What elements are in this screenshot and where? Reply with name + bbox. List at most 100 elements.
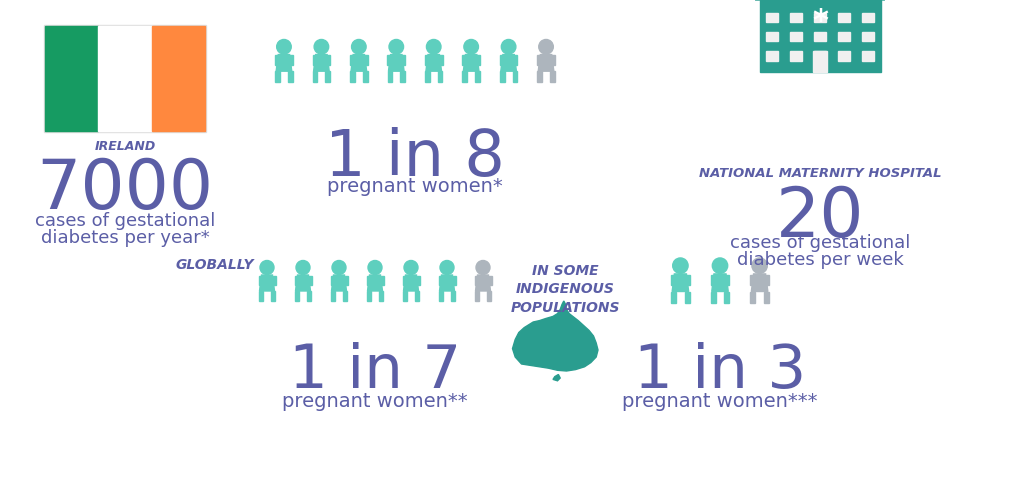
- Bar: [312, 72, 317, 83]
- Text: pregnant women***: pregnant women***: [623, 391, 818, 410]
- Bar: [538, 72, 542, 83]
- Bar: [814, 53, 826, 62]
- Bar: [726, 276, 729, 285]
- Bar: [327, 57, 331, 66]
- Bar: [711, 292, 716, 303]
- Bar: [766, 33, 777, 43]
- Polygon shape: [539, 56, 554, 72]
- Bar: [259, 292, 263, 302]
- Bar: [451, 292, 456, 302]
- Bar: [751, 292, 756, 303]
- Bar: [766, 53, 777, 62]
- Circle shape: [476, 261, 490, 275]
- Bar: [839, 33, 850, 43]
- Text: GLOBALLY: GLOBALLY: [176, 258, 254, 272]
- Polygon shape: [351, 56, 367, 72]
- Bar: [308, 277, 311, 286]
- Bar: [272, 277, 275, 286]
- Polygon shape: [501, 56, 516, 72]
- Bar: [350, 57, 353, 66]
- Polygon shape: [276, 56, 292, 72]
- Bar: [488, 277, 492, 286]
- Text: 7000: 7000: [37, 156, 214, 222]
- Text: pregnant women**: pregnant women**: [283, 391, 468, 410]
- Text: IN SOME
INDIGENOUS
POPULATIONS: IN SOME INDIGENOUS POPULATIONS: [510, 264, 620, 314]
- Bar: [365, 57, 368, 66]
- Bar: [790, 14, 802, 23]
- Bar: [258, 277, 261, 286]
- Polygon shape: [439, 276, 455, 292]
- Text: diabetes per week: diabetes per week: [736, 250, 903, 269]
- Bar: [362, 72, 368, 83]
- Bar: [343, 292, 347, 302]
- Circle shape: [351, 41, 367, 55]
- Polygon shape: [752, 275, 768, 292]
- Polygon shape: [313, 56, 329, 72]
- Bar: [331, 277, 334, 286]
- Bar: [350, 72, 354, 83]
- Bar: [790, 33, 802, 43]
- Circle shape: [314, 41, 329, 55]
- Bar: [45, 27, 98, 132]
- Bar: [415, 292, 420, 302]
- Bar: [288, 72, 293, 83]
- Polygon shape: [672, 275, 689, 292]
- Polygon shape: [755, 0, 885, 1]
- Bar: [462, 57, 466, 66]
- Bar: [760, 1, 881, 72]
- Circle shape: [296, 261, 310, 275]
- Bar: [295, 292, 299, 302]
- Polygon shape: [512, 302, 598, 371]
- Text: 1 in 8: 1 in 8: [325, 127, 505, 188]
- Bar: [764, 292, 769, 303]
- Bar: [671, 276, 675, 285]
- Circle shape: [389, 41, 403, 55]
- Text: cases of gestational: cases of gestational: [35, 211, 215, 229]
- Polygon shape: [426, 56, 441, 72]
- Polygon shape: [712, 275, 728, 292]
- Bar: [862, 33, 874, 43]
- Circle shape: [440, 261, 454, 275]
- Bar: [513, 72, 517, 83]
- Bar: [766, 276, 769, 285]
- Circle shape: [673, 259, 688, 274]
- Bar: [839, 14, 850, 23]
- Text: cases of gestational: cases of gestational: [730, 233, 910, 252]
- Bar: [402, 277, 406, 286]
- Text: IRELAND: IRELAND: [94, 140, 156, 153]
- Bar: [814, 33, 826, 43]
- Bar: [326, 72, 330, 83]
- Bar: [439, 57, 442, 66]
- Bar: [813, 53, 827, 72]
- Bar: [438, 277, 441, 286]
- Bar: [686, 276, 690, 285]
- Bar: [453, 277, 456, 286]
- Bar: [387, 57, 390, 66]
- Circle shape: [713, 259, 728, 274]
- Bar: [367, 277, 370, 286]
- Circle shape: [464, 41, 478, 55]
- Bar: [367, 292, 371, 302]
- Bar: [438, 72, 442, 83]
- Bar: [671, 292, 676, 303]
- Text: 1 in 3: 1 in 3: [634, 341, 806, 400]
- Bar: [307, 292, 311, 302]
- Bar: [402, 57, 406, 66]
- Polygon shape: [553, 375, 560, 381]
- Bar: [500, 72, 505, 83]
- Bar: [271, 292, 275, 302]
- Bar: [724, 292, 729, 303]
- Bar: [475, 72, 480, 83]
- Bar: [538, 57, 541, 66]
- Bar: [400, 72, 406, 83]
- Bar: [766, 14, 777, 23]
- Bar: [685, 292, 689, 303]
- Bar: [44, 26, 206, 133]
- Bar: [152, 27, 205, 132]
- Bar: [275, 57, 279, 66]
- Circle shape: [276, 41, 291, 55]
- Bar: [331, 292, 335, 302]
- Bar: [550, 72, 555, 83]
- Circle shape: [260, 261, 274, 275]
- Circle shape: [426, 41, 441, 55]
